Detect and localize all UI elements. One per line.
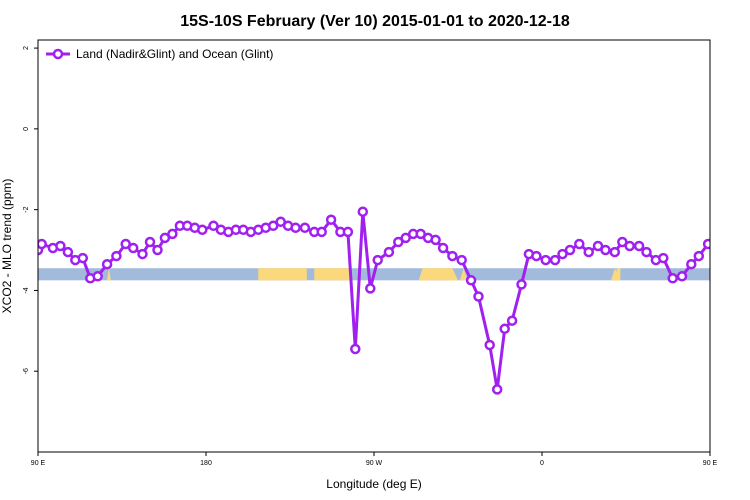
data-point — [624, 240, 635, 252]
data-point — [667, 273, 678, 284]
data-point — [693, 250, 705, 262]
y-axis-label: XCO2 - MLO trend (ppm) — [0, 179, 14, 314]
y-tick-label: -6 — [23, 368, 30, 374]
data-point — [641, 246, 652, 258]
legend-entry: Land (Nadir&Glint) and Ocean (Glint) — [76, 47, 273, 61]
land-band-segment — [422, 268, 453, 281]
data-point — [152, 244, 163, 256]
data-point — [600, 244, 611, 256]
data-point — [592, 240, 604, 252]
land-transition — [459, 268, 468, 281]
x-axis-label: Longitude (deg E) — [326, 477, 421, 491]
x-axis: 90 E 180 90 W 0 90 E — [31, 452, 718, 467]
data-point — [77, 252, 89, 264]
data-point — [159, 232, 171, 244]
data-point — [540, 254, 551, 266]
data-point — [55, 240, 66, 252]
data-point — [111, 250, 122, 262]
data-point — [506, 315, 518, 326]
data-point — [299, 222, 311, 234]
data-point — [465, 275, 477, 286]
data-point — [38, 238, 47, 250]
x-tick-label: 90 E — [31, 460, 46, 467]
data-point — [101, 258, 113, 270]
land-transition — [710, 268, 717, 280]
data-point — [658, 252, 669, 264]
surface-band — [38, 268, 717, 281]
data-point — [383, 246, 395, 258]
data-point — [372, 254, 383, 266]
data-point — [365, 283, 376, 294]
data-point — [137, 248, 148, 260]
data-point — [549, 254, 561, 266]
data-point — [456, 254, 467, 266]
y-tick-label: 0 — [23, 127, 30, 131]
data-point — [290, 222, 301, 234]
data-point — [484, 339, 495, 351]
x-tick-label: 90 W — [366, 460, 383, 467]
data-point — [167, 228, 178, 240]
land-band-segment — [258, 268, 307, 281]
data-point — [473, 291, 484, 302]
series-line — [38, 210, 710, 391]
data-point — [92, 271, 103, 282]
land-transition — [418, 268, 429, 281]
data-point — [127, 242, 139, 254]
data-point — [564, 244, 576, 256]
data-point — [686, 258, 697, 270]
data-point — [531, 250, 542, 262]
land-transition — [107, 268, 111, 281]
data-point — [325, 214, 337, 225]
y-tick-label: -2 — [23, 206, 30, 212]
data-point — [727, 238, 735, 246]
data-point — [574, 238, 585, 250]
plot-frame — [37, 39, 711, 453]
data-point — [342, 226, 354, 238]
land-transition — [448, 268, 458, 281]
data-point — [267, 220, 279, 232]
series-layer — [38, 206, 750, 395]
x-tick-label: 0 — [540, 460, 544, 467]
y-tick-label: 2 — [23, 46, 30, 50]
data-point — [400, 232, 411, 244]
data-point — [144, 236, 156, 248]
data-point — [491, 384, 503, 395]
data-point — [676, 271, 688, 282]
data-point — [437, 242, 449, 254]
data-point — [702, 238, 710, 250]
data-point — [316, 226, 327, 238]
legend-marker — [52, 48, 64, 60]
land-band-segment — [616, 268, 621, 281]
data-point — [197, 224, 208, 236]
data-point — [712, 244, 720, 252]
data-point — [743, 234, 750, 242]
data-point — [357, 206, 369, 217]
data-point — [557, 248, 568, 260]
legend: Land (Nadir&Glint) and Ocean (Glint) — [46, 47, 273, 61]
data-point — [719, 250, 727, 258]
data-point — [516, 279, 527, 290]
data-point — [583, 246, 594, 258]
data-point — [499, 323, 510, 335]
land-transition — [611, 268, 621, 281]
y-axis: 2 0 -2 -4 -6 — [23, 46, 38, 374]
chart-title: 15S-10S February (Ver 10) 2015-01-01 to … — [180, 13, 570, 30]
data-point — [430, 234, 441, 246]
data-point — [62, 246, 74, 258]
data-point — [120, 238, 131, 250]
data-point — [609, 246, 621, 258]
x-tick-label: 90 E — [703, 460, 718, 467]
land-band-segment — [314, 268, 352, 281]
data-point — [393, 236, 404, 248]
x-tick-label: 180 — [200, 460, 212, 467]
data-point — [633, 240, 645, 252]
data-point — [447, 250, 458, 262]
data-point — [350, 343, 361, 355]
data-point — [736, 246, 744, 254]
y-tick-label: -4 — [23, 287, 30, 293]
